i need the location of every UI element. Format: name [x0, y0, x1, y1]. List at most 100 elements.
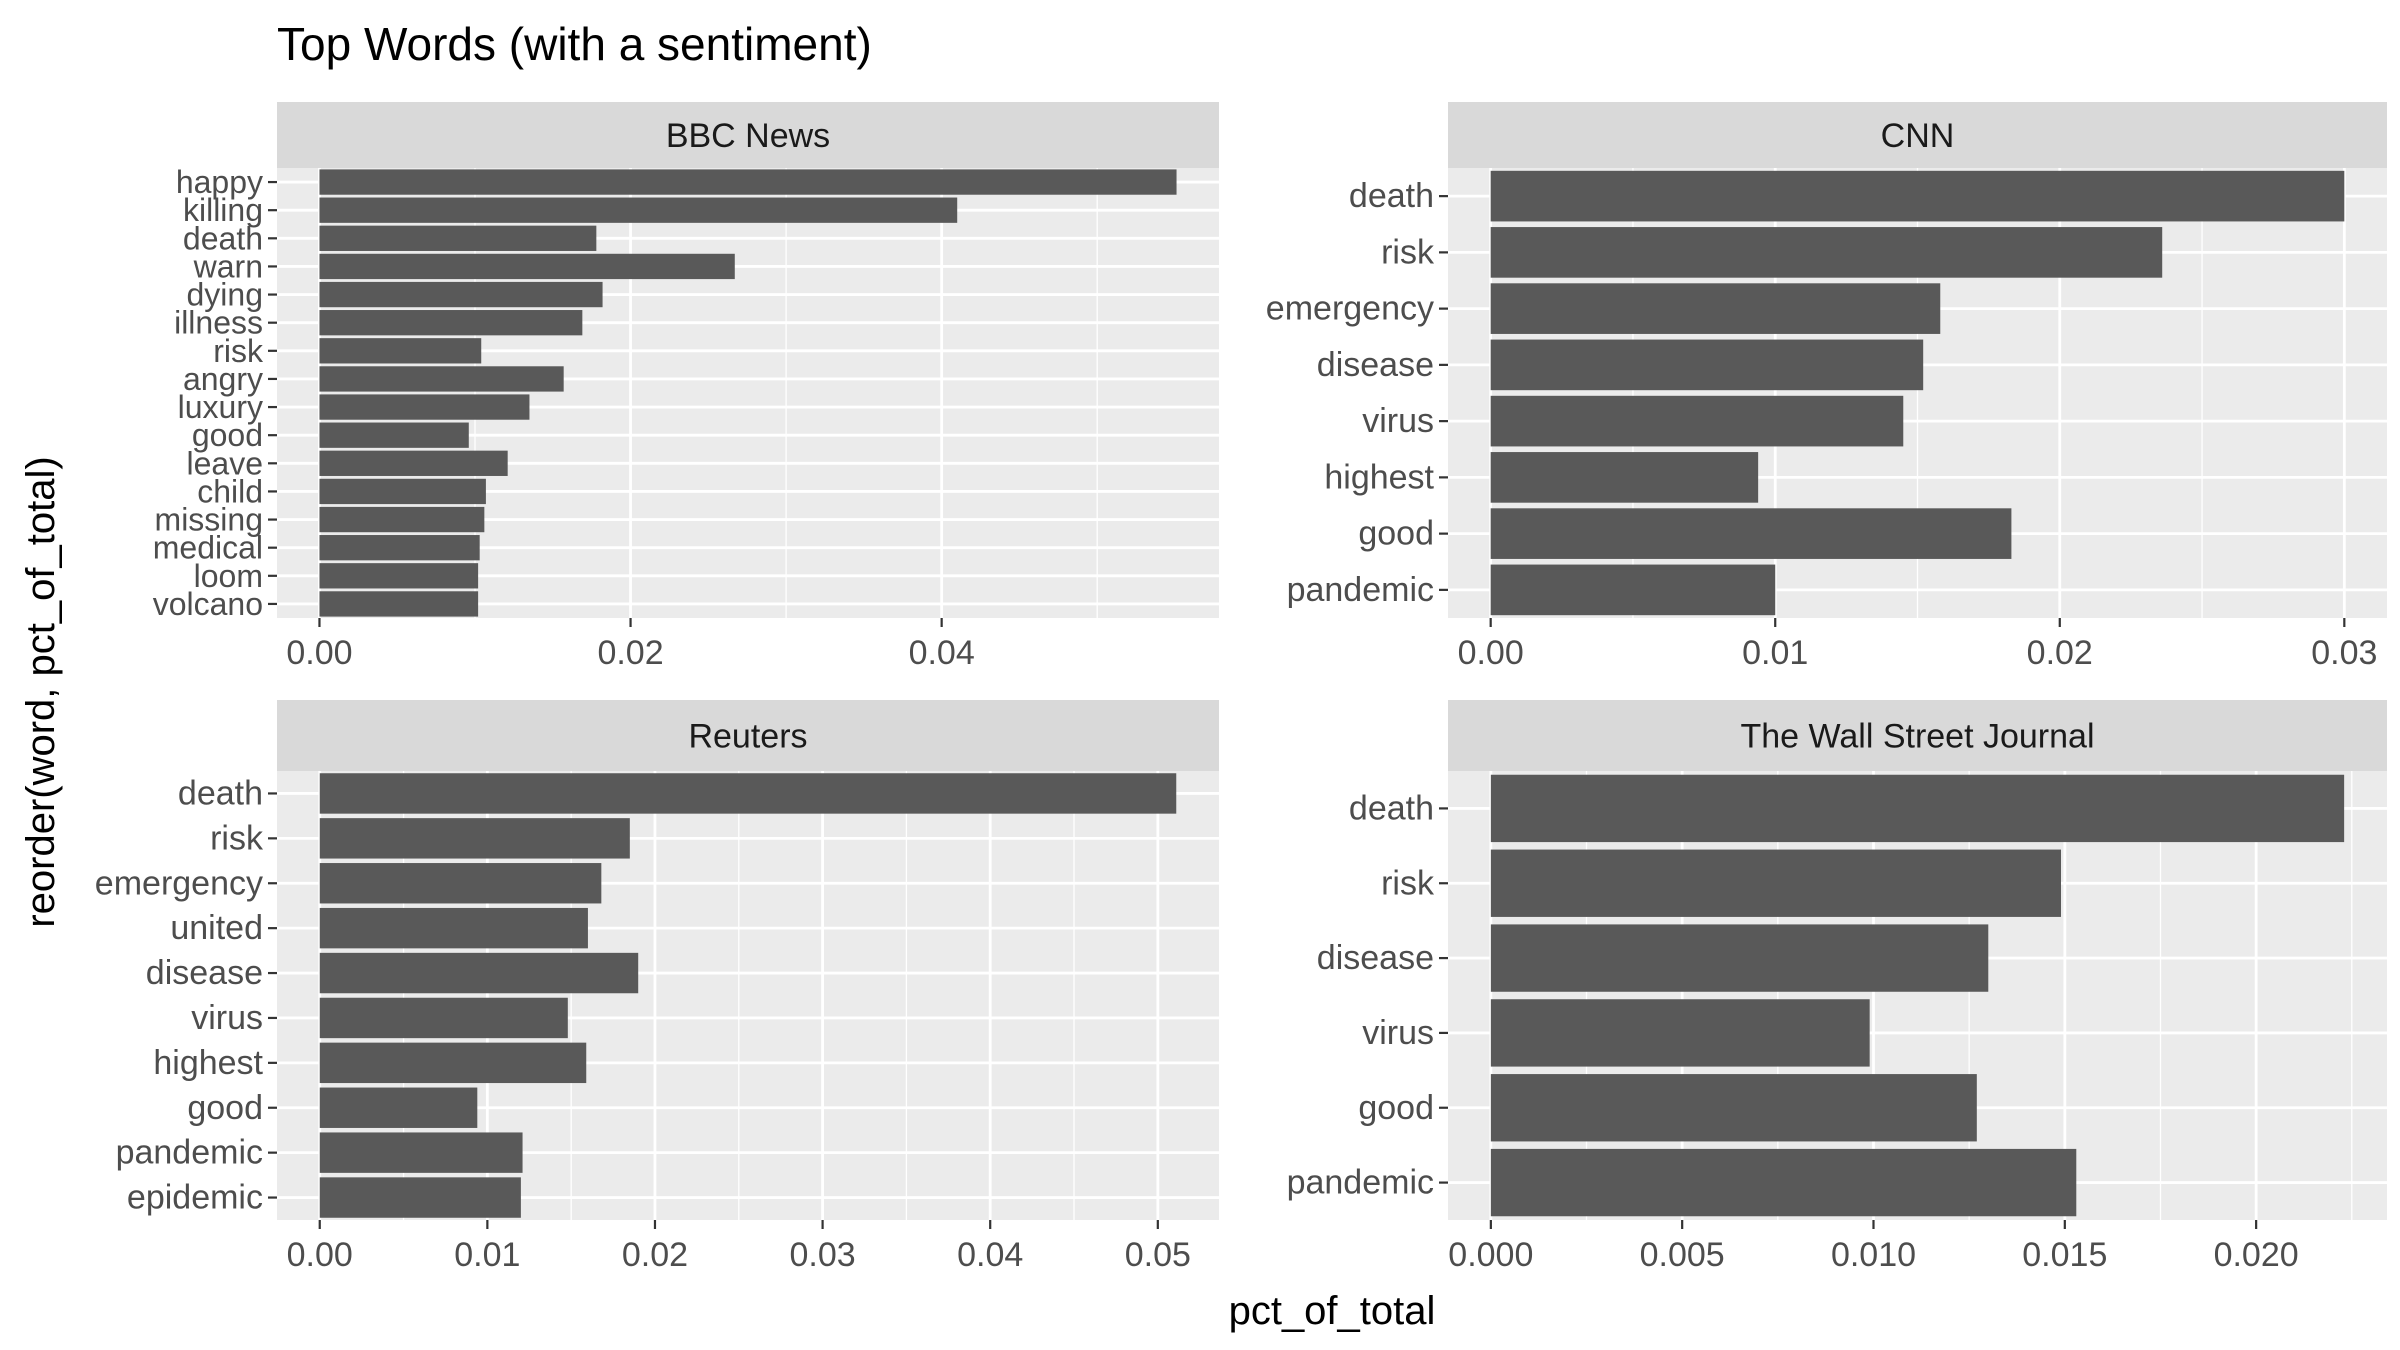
- y-tick-label-pandemic: pandemic: [1287, 571, 1434, 609]
- x-tick-label: 0.010: [1831, 1236, 1916, 1274]
- x-tick-label: 0.020: [2214, 1236, 2299, 1274]
- bar-disease: [1490, 924, 1989, 992]
- panel-strip-label: The Wall Street Journal: [1741, 718, 2095, 756]
- bar-missing: [319, 506, 485, 533]
- bar-risk: [1490, 849, 2061, 917]
- bar-pandemic: [1490, 564, 1776, 616]
- panel-background: [1448, 771, 2387, 1220]
- y-tick-label-loom: loom: [194, 558, 263, 594]
- panel-reuters: Reuters death risk emergency united disease vi…: [95, 700, 1219, 1274]
- bar-highest: [1490, 452, 1759, 503]
- x-tick-label: 0.04: [957, 1236, 1023, 1274]
- y-axis-title: reorder(word, pct_of_total): [19, 456, 63, 927]
- y-tick-label-good: good: [1358, 1089, 1434, 1127]
- bar-warn: [319, 253, 735, 280]
- y-tick-label-death: death: [183, 220, 263, 256]
- y-tick-label-luxury: luxury: [178, 389, 263, 425]
- y-tick-label-highest: highest: [153, 1044, 263, 1082]
- y-tick-label-epidemic: epidemic: [127, 1179, 263, 1217]
- x-tick-label: 0.03: [789, 1236, 855, 1274]
- bar-pandemic: [1490, 1148, 2077, 1217]
- bar-disease: [319, 952, 639, 994]
- bar-virus: [319, 997, 568, 1039]
- bar-medical: [319, 535, 480, 561]
- y-tick-label-illness: illness: [174, 305, 263, 341]
- y-tick-label-risk: risk: [213, 333, 264, 369]
- bar-epidemic: [319, 1177, 521, 1218]
- panels: BBC Newshappykillingdeathwarndyingillnes…: [95, 102, 2387, 1274]
- panel-strip-label: Reuters: [688, 718, 807, 756]
- bar-good: [319, 1087, 478, 1128]
- bar-risk: [319, 818, 630, 859]
- bar-killing: [319, 197, 958, 223]
- bar-virus: [1490, 999, 1870, 1067]
- x-tick-label: 0.00: [287, 1236, 353, 1274]
- bar-death: [1490, 170, 2345, 222]
- bar-united: [319, 907, 588, 949]
- chart-title: Top Words (with a sentiment): [277, 18, 872, 70]
- y-tick-label-pandemic: pandemic: [1287, 1164, 1434, 1202]
- y-tick-label-medical: medical: [153, 530, 263, 566]
- y-tick-label-disease: disease: [1317, 346, 1434, 384]
- bar-illness: [319, 310, 583, 336]
- y-tick-label-virus: virus: [191, 999, 263, 1037]
- y-tick-label-volcano: volcano: [153, 586, 263, 622]
- y-tick-label-united: united: [170, 909, 263, 947]
- bar-happy: [319, 169, 1177, 195]
- bar-virus: [1490, 395, 1904, 447]
- y-tick-label-good: good: [1358, 515, 1434, 553]
- x-tick-label: 0.03: [2311, 634, 2377, 672]
- panel-cnn: CNN death risk emergency disease virus highest…: [1266, 102, 2387, 672]
- bar-loom: [319, 563, 479, 589]
- y-tick-label-good: good: [192, 417, 263, 453]
- panel-strip: [1448, 102, 2387, 168]
- y-tick-label-good: good: [187, 1089, 263, 1127]
- panel-bbc-news: BBC News happykillingdeathwarndyingillnes…: [153, 102, 1219, 672]
- y-tick-label-pandemic: pandemic: [116, 1134, 263, 1172]
- x-tick-label: 0.01: [454, 1236, 520, 1274]
- y-tick-label-virus: virus: [1362, 402, 1434, 440]
- bar-child: [319, 478, 486, 505]
- x-tick-label: 0.02: [597, 634, 663, 672]
- bar-emergency: [1490, 283, 1941, 334]
- y-tick-label-risk: risk: [210, 819, 264, 857]
- bar-good: [319, 422, 469, 448]
- bar-risk: [319, 338, 482, 364]
- bar-good: [1490, 508, 2012, 559]
- y-tick-label-virus: virus: [1362, 1014, 1434, 1052]
- y-tick-label-death: death: [1349, 177, 1434, 215]
- panel-strip-label: BBC News: [666, 117, 830, 155]
- bar-luxury: [319, 394, 530, 420]
- bar-death: [319, 773, 1177, 814]
- bar-death: [319, 225, 597, 251]
- y-tick-label-angry: angry: [183, 361, 263, 397]
- x-tick-label: 0.01: [1742, 634, 1808, 672]
- y-tick-label-emergency: emergency: [95, 864, 263, 902]
- panel-strip: [277, 700, 1219, 771]
- y-tick-label-emergency: emergency: [1266, 290, 1434, 328]
- x-tick-label: 0.015: [2022, 1236, 2107, 1274]
- y-tick-label-killing: killing: [183, 192, 263, 228]
- panel-the-wall-street-journal: The Wall Street Journal death risk disease v…: [1287, 700, 2387, 1274]
- bar-emergency: [319, 863, 602, 904]
- y-tick-label-death: death: [1349, 789, 1434, 827]
- y-tick-label-risk: risk: [1381, 233, 1435, 271]
- bar-risk: [1490, 227, 2163, 278]
- panel-strip: [1448, 700, 2387, 771]
- x-tick-label: 0.00: [286, 634, 352, 672]
- y-tick-label-disease: disease: [1317, 939, 1434, 977]
- bar-angry: [319, 366, 564, 392]
- panel-strip: [277, 102, 1219, 168]
- y-tick-label-child: child: [197, 473, 263, 509]
- y-tick-label-happy: happy: [176, 164, 263, 200]
- y-tick-label-warn: warn: [193, 248, 263, 284]
- x-tick-label: 0.000: [1448, 1236, 1533, 1274]
- x-axis-title: pct_of_total: [1229, 1289, 1436, 1333]
- y-tick-label-highest: highest: [1324, 458, 1434, 496]
- bar-disease: [1490, 339, 1924, 391]
- x-tick-label: 0.005: [1640, 1236, 1725, 1274]
- x-tick-label: 0.05: [1125, 1236, 1191, 1274]
- bar-death: [1490, 774, 2345, 843]
- x-tick-label: 0.00: [1458, 634, 1524, 672]
- bar-dying: [319, 281, 603, 308]
